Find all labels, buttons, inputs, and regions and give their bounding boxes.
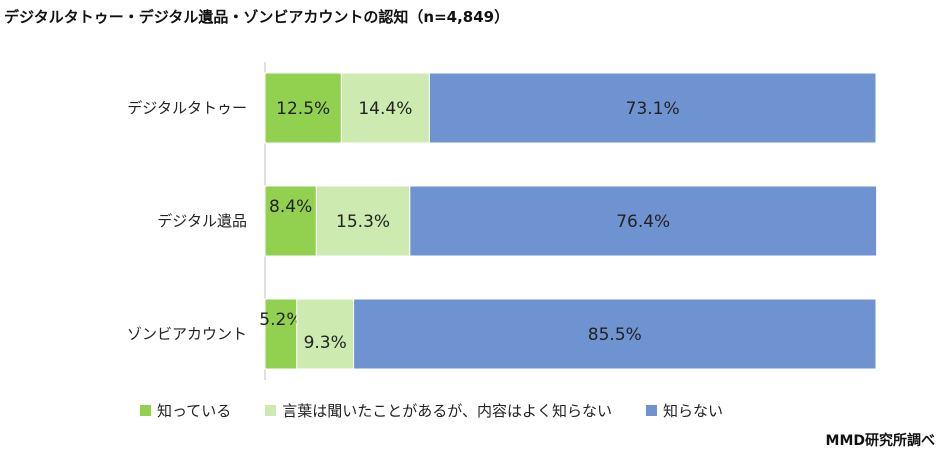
bar-segment-known bbox=[264, 72, 342, 144]
legend-swatch-unknown bbox=[645, 405, 657, 416]
legend-item-known: 知っている bbox=[140, 400, 231, 421]
legend-item-unknown: 知らない bbox=[645, 400, 723, 421]
data-label-heard: 15.3% bbox=[336, 212, 390, 232]
bar-segment-unknown bbox=[353, 298, 877, 370]
legend-label-heard: 言葉は聞いたことがあるが、内容はよく知らない bbox=[282, 402, 612, 420]
bar-segment-unknown bbox=[409, 185, 878, 257]
data-label-heard: 9.3% bbox=[304, 333, 347, 353]
legend-swatch-known bbox=[140, 405, 151, 416]
data-label-known: 8.4% bbox=[269, 197, 312, 217]
data-label-known: 5.2% bbox=[259, 310, 302, 330]
data-label-unknown: 76.4% bbox=[616, 212, 670, 232]
category-label: デジタル遺品 bbox=[157, 212, 247, 230]
category-label: ゾンビアカウント bbox=[127, 325, 247, 343]
chart-title: デジタルタトゥー・デジタル遺品・ゾンビアカウントの認知（n=4,849） bbox=[4, 8, 510, 26]
bar-segment-known bbox=[264, 185, 317, 257]
bar-segment-known bbox=[264, 298, 298, 370]
legend-swatch-heard bbox=[265, 405, 277, 416]
data-label-known: 12.5% bbox=[276, 99, 330, 119]
legend-item-heard: 言葉は聞いたことがあるが、内容はよく知らない bbox=[265, 400, 612, 421]
stacked-bar-chart: デジタルタトゥー 12.5% 14.4% 73.1% デジタル遺品 8.4% 15.3% 76… bbox=[127, 62, 878, 380]
data-label-unknown: 85.5% bbox=[588, 325, 642, 345]
bar-segment-heard bbox=[315, 185, 411, 257]
source-note: MMD研究所調べ bbox=[825, 433, 935, 449]
data-label-heard: 14.4% bbox=[358, 99, 412, 119]
legend-label-known: 知っている bbox=[157, 402, 232, 420]
bar-segment-heard bbox=[340, 72, 430, 144]
legend-label-unknown: 知らない bbox=[662, 402, 723, 420]
data-label-unknown: 73.1% bbox=[626, 99, 680, 119]
category-label: デジタルタトゥー bbox=[127, 99, 247, 117]
legend: 知っている 言葉は聞いたことがあるが、内容はよく知らない 知らない bbox=[140, 400, 757, 421]
bar-segment-unknown bbox=[428, 72, 877, 144]
